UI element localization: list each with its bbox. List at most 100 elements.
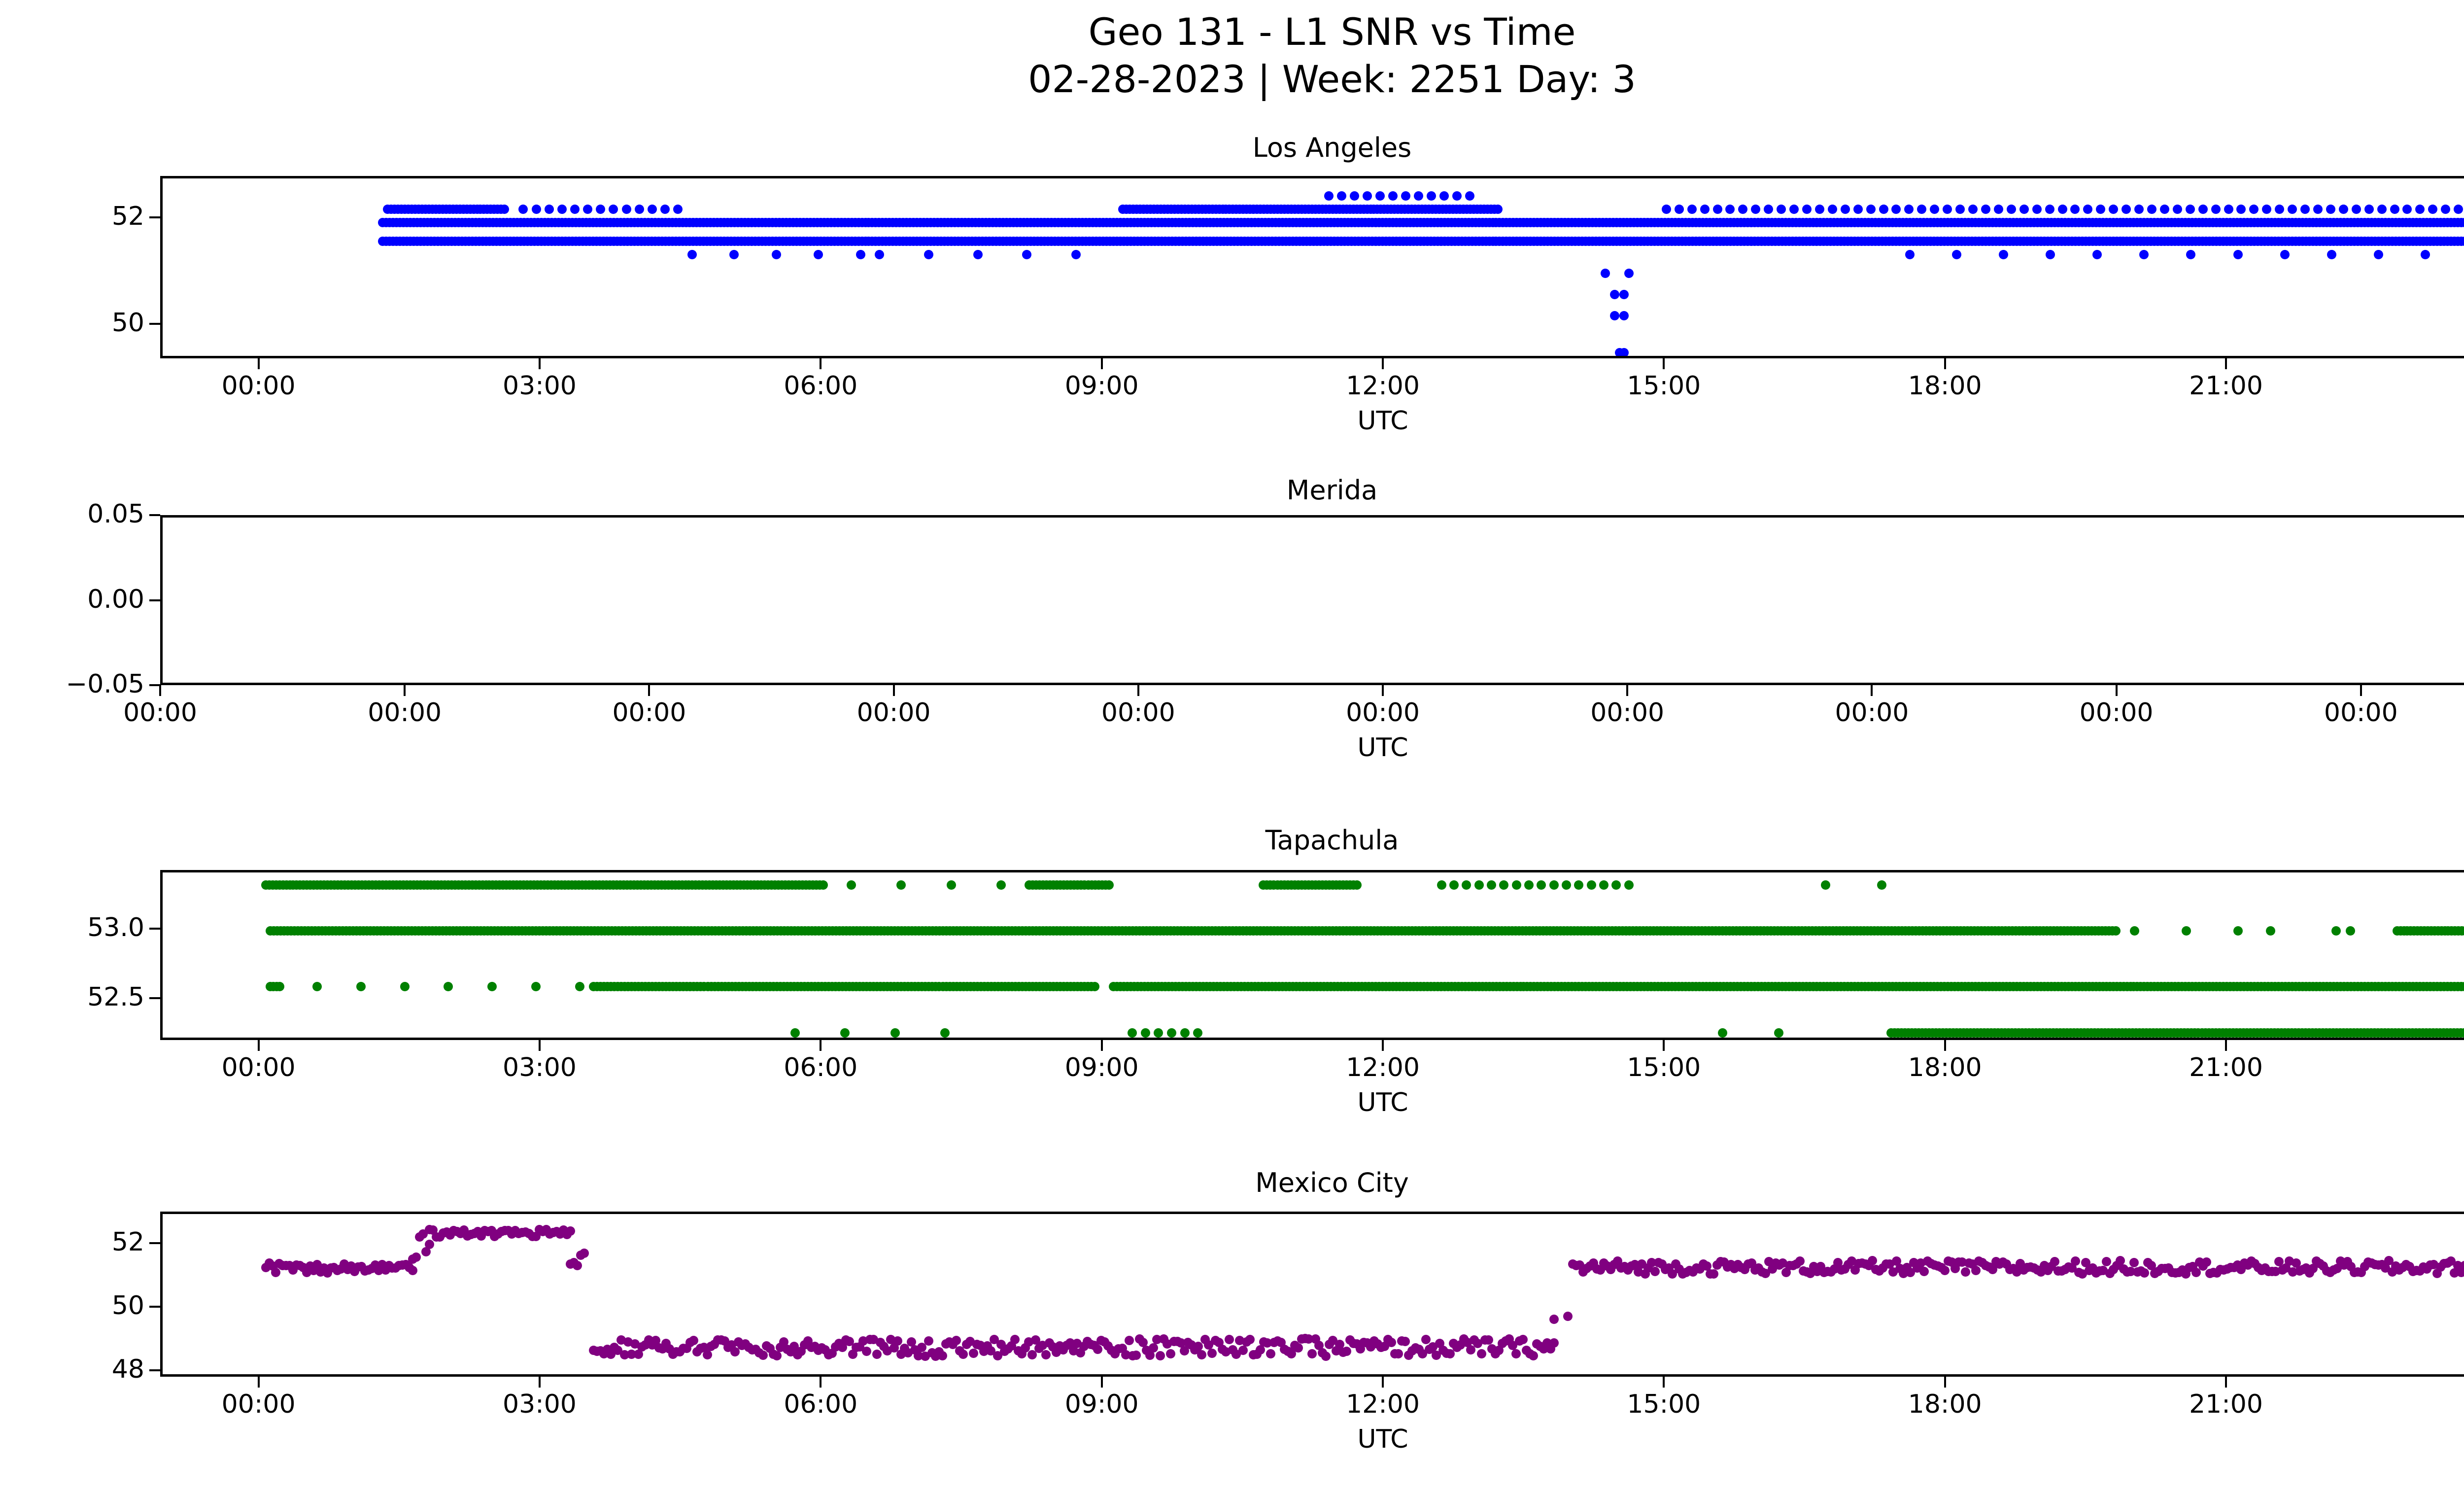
data-point [1751,205,1761,214]
plot-area-merida [160,515,2464,685]
data-point [1165,1349,1175,1358]
suptitle-line-1: Geo 131 - L1 SNR vs Time [1088,10,1576,54]
data-point [2050,1257,2060,1267]
data-point [1010,1334,1020,1344]
data-point [1363,191,1372,201]
data-point [2130,926,2140,936]
x-tick-label: 00:00 [221,1390,296,1419]
x-tick-label: 00:00 [221,371,296,401]
data-point [2139,249,2149,259]
data-point [1619,289,1629,299]
data-point [1549,880,1559,890]
data-point [1650,1267,1660,1277]
data-point [1549,1338,1559,1348]
data-point [1840,205,1850,214]
data-point [2233,249,2243,259]
data-point [1960,1267,1970,1277]
data-point [444,982,453,992]
data-point [2198,205,2208,214]
data-point [660,205,670,214]
data-point [1867,1256,1877,1266]
x-tick-label: 15:00 [1627,1053,1701,1082]
data-point [1474,880,1484,890]
data-point [1193,1028,1203,1038]
data-point [544,205,554,214]
data-point [2046,249,2055,259]
subplot-mexico-city: Mexico City 00:00 03:00 06:00 09:00 12:00 15:… [0,1168,2464,1464]
data-point [2045,205,2054,214]
x-tick [257,1377,260,1388]
data-point [2070,205,2080,214]
data-point [772,1351,782,1360]
data-point [1930,205,1940,214]
data-point [1518,1334,1528,1344]
data-point [1549,1314,1559,1324]
data-point [518,205,528,214]
data-point [1148,1343,1158,1353]
x-tick [892,685,895,696]
data-point [1611,880,1621,890]
data-point [1337,191,1347,201]
data-point [2262,205,2272,214]
data-point [758,1350,768,1360]
x-tick-label: 00:00 [1101,698,1175,728]
data-point [2122,205,2131,214]
x-axis-label: UTC [1357,1425,1408,1454]
x-tick-label: 18:00 [1908,371,1982,401]
data-point [487,982,497,992]
x-tick [538,1377,541,1388]
data-point [2390,205,2399,214]
y-tick-label: 50 [111,308,144,338]
data-point [312,982,322,992]
data-point [1574,880,1584,890]
data-point [1905,249,1915,259]
data-point [1661,205,1671,214]
data-point [969,1348,979,1358]
x-tick-label: 00:00 [221,1053,296,1082]
data-point [634,205,644,214]
data-point [2327,249,2336,259]
data-point [1943,205,1952,214]
data-point [2057,205,2067,214]
data-point [946,880,956,890]
y-tick-label: 53.0 [87,912,144,942]
y-tick [149,1242,160,1245]
data-point [2211,205,2221,214]
data-point [2159,205,2169,214]
data-point [2236,205,2246,214]
data-point [856,249,865,259]
x-tick [1944,1377,1946,1388]
data-point [1462,880,1472,890]
data-point [1128,1028,1137,1038]
data-point [924,249,933,259]
x-tick-label: 15:00 [1627,1390,1701,1419]
data-point [1725,205,1735,214]
data-point [1917,205,1927,214]
data-point [2415,205,2425,214]
data-point [1599,880,1609,890]
data-point [861,1347,871,1356]
x-tick [257,358,260,369]
data-point [1352,880,1362,890]
data-point [1940,1266,1950,1276]
data-point [1131,1351,1141,1360]
data-point [575,982,584,992]
data-point [1774,1028,1783,1038]
x-tick-label: 00:00 [856,698,931,728]
data-point [1324,191,1334,201]
data-point [1465,191,1474,201]
data-point [840,1028,850,1038]
x-tick-label: 06:00 [784,1053,858,1082]
data-point [596,205,606,214]
data-point [565,1226,575,1236]
data-point [846,880,856,890]
data-point [1071,249,1081,259]
data-point [892,1336,902,1346]
data-point [2147,205,2156,214]
data-point [1486,880,1496,890]
data-point [531,982,541,992]
data-point [814,249,823,259]
data-point [2288,205,2297,214]
x-tick [1663,1040,1665,1051]
data-point [996,880,1006,890]
